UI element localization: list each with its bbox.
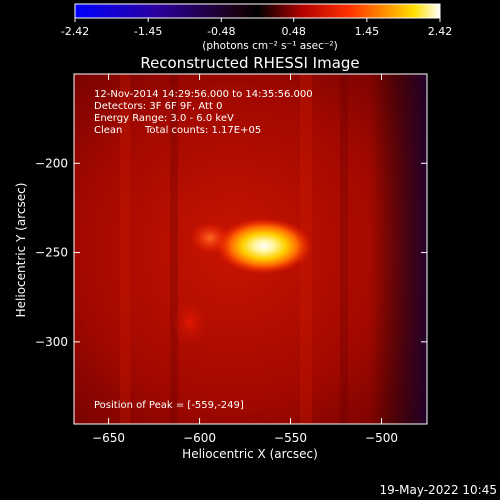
detectors-text: Detectors: 3F 6F 9F, Att 0 xyxy=(94,101,222,112)
colorbar-ticks: -2.42 -1.45 -0.48 0.48 1.45 2.42 xyxy=(61,18,452,38)
y-tick-label: −300 xyxy=(35,335,68,349)
y-tick-label: −250 xyxy=(35,246,68,260)
x-tick-label: −650 xyxy=(92,431,125,445)
x-axis-label: Heliocentric X (arcsec) xyxy=(182,447,318,461)
source-faint xyxy=(172,298,208,346)
energy-range-text: Energy Range: 3.0 - 6.0 keV xyxy=(94,113,234,124)
footer-timestamp: 19-May-2022 10:45 xyxy=(380,483,497,497)
clean-text: Clean xyxy=(94,125,122,136)
info-annotations: 12-Nov-2014 14:29:56.000 to 14:35:56.000… xyxy=(94,89,313,411)
colorbar-tick-label: 0.48 xyxy=(281,25,306,38)
colorbar xyxy=(74,3,441,19)
colorbar-tick-label: -0.48 xyxy=(207,25,235,38)
colorbar-tick-label: -1.45 xyxy=(134,25,162,38)
colorbar-tick-label: 1.45 xyxy=(355,25,380,38)
colorbar-units-label: (photons cm⁻² s⁻¹ asec⁻²) xyxy=(202,40,337,52)
heatmap-image xyxy=(74,74,427,424)
x-tick-label: −550 xyxy=(274,431,307,445)
plot-frame xyxy=(73,73,428,425)
x-axis-ticks: −650 −600 −550 −500 xyxy=(92,74,398,445)
x-tick-label: −500 xyxy=(365,431,398,445)
source-main xyxy=(216,218,312,274)
y-axis-label: Heliocentric Y (arcsec) xyxy=(14,183,28,318)
chart-title: Reconstructed RHESSI Image xyxy=(140,54,359,72)
x-tick-label: −600 xyxy=(183,431,216,445)
colorbar-tick-label: 2.42 xyxy=(428,25,453,38)
peak-position-text: Position of Peak = [-559,-249] xyxy=(94,400,244,411)
colorbar-tick-label: -2.42 xyxy=(61,25,89,38)
y-tick-label: −200 xyxy=(35,156,68,170)
time-range-text: 12-Nov-2014 14:29:56.000 to 14:35:56.000 xyxy=(94,89,313,100)
y-axis-ticks: −200 −250 −300 xyxy=(35,156,427,349)
total-counts-text: Total counts: 1.17E+05 xyxy=(144,125,261,136)
